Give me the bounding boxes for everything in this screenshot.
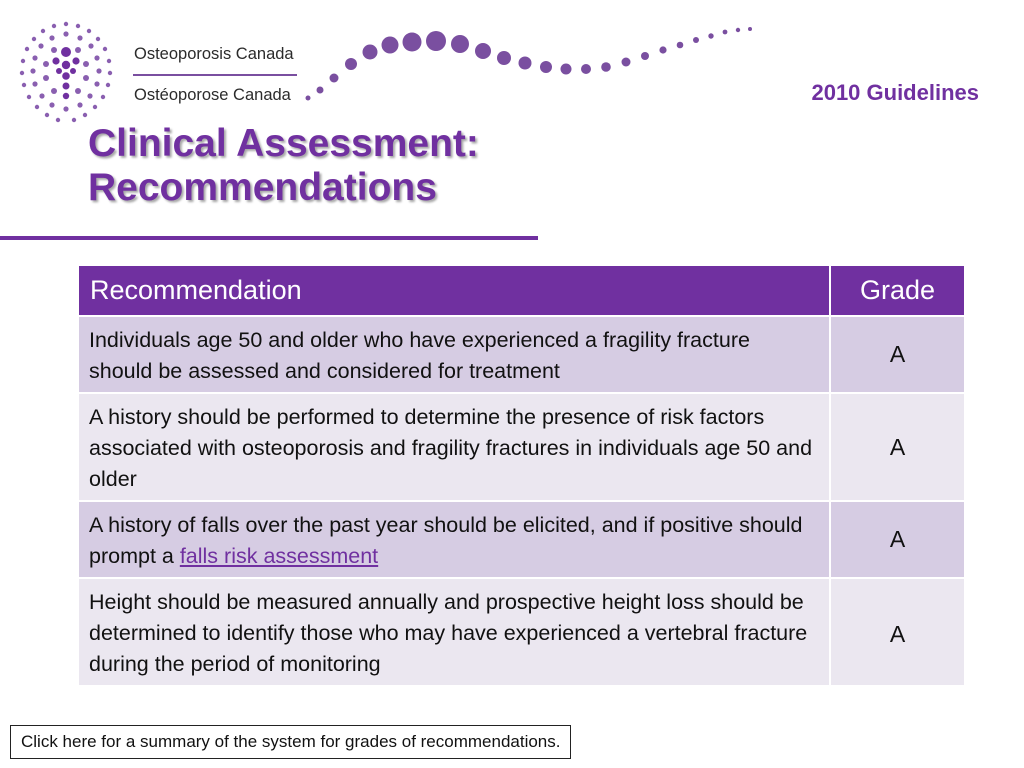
table-row: Height should be measured annually and p… xyxy=(77,577,966,687)
recommendation-text: A history of falls over the past year sh… xyxy=(89,513,803,568)
recommendation-cell: A history of falls over the past year sh… xyxy=(77,500,831,579)
org-name-divider xyxy=(133,74,297,76)
table-row: A history should be performed to determi… xyxy=(77,392,966,502)
org-name-french: Ostéoporose Canada xyxy=(134,86,291,104)
table-row: A history of falls over the past year sh… xyxy=(77,500,966,579)
table-row: Individuals age 50 and older who have ex… xyxy=(77,315,966,394)
table-header-row: Recommendation Grade xyxy=(77,264,966,317)
column-header-recommendation: Recommendation xyxy=(77,264,831,317)
recommendation-cell: Individuals age 50 and older who have ex… xyxy=(77,315,831,394)
grade-cell: A xyxy=(829,315,966,394)
column-header-grade: Grade xyxy=(829,264,966,317)
grade-cell: A xyxy=(829,392,966,502)
osteoporosis-canada-logo-icon xyxy=(19,21,113,123)
grades-summary-link-button[interactable]: Click here for a summary of the system f… xyxy=(10,725,572,759)
recommendation-cell: A history should be performed to determi… xyxy=(77,392,831,502)
org-name-english: Osteoporosis Canada xyxy=(134,45,294,63)
recommendation-cell: Height should be measured annually and p… xyxy=(77,577,831,687)
recommendations-table: Recommendation Grade Individuals age 50 … xyxy=(77,264,966,687)
grade-cell: A xyxy=(829,577,966,687)
slide-title-line-2: Recommendations xyxy=(88,166,437,209)
slide-title-line-1: Clinical Assessment: xyxy=(88,122,479,165)
decorative-dot-swoosh xyxy=(305,27,752,101)
title-underline xyxy=(0,236,538,240)
slide-title: Clinical Assessment: Recommendations xyxy=(88,122,479,210)
grade-cell: A xyxy=(829,500,966,579)
guidelines-year-label: 2010 Guidelines xyxy=(811,80,979,105)
falls-risk-assessment-link[interactable]: falls risk assessment xyxy=(179,544,379,568)
